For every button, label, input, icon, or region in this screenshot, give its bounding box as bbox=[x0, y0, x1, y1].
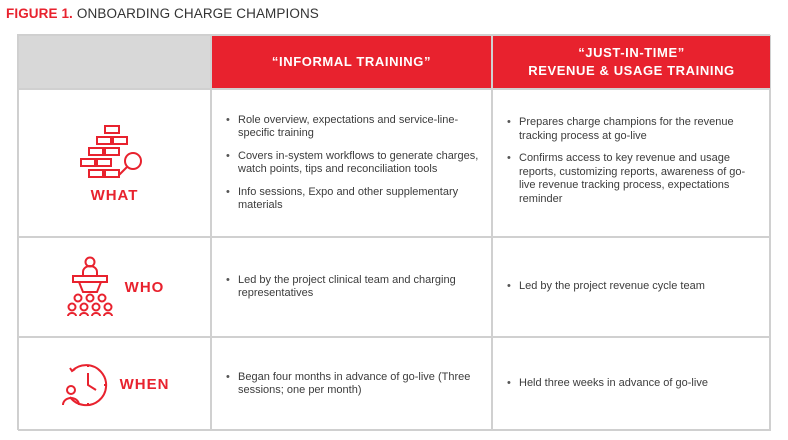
row-label-when: WHEN bbox=[18, 337, 211, 431]
cell-who-jit: Led by the project revenue cycle team bbox=[492, 237, 771, 337]
figure-number: FIGURE 1. bbox=[6, 6, 73, 21]
figure-title: FIGURE 1. ONBOARDING CHARGE CHAMPIONS bbox=[6, 6, 319, 21]
column-header-informal: “INFORMAL TRAINING” bbox=[211, 35, 492, 89]
list-item: Held three weeks in advance of go-live bbox=[507, 377, 758, 391]
row-label-who: WHO bbox=[18, 237, 211, 337]
header-corner bbox=[18, 35, 211, 89]
onboarding-table: “INFORMAL TRAINING” “JUST-IN-TIME” REVEN… bbox=[17, 34, 771, 431]
list-item: Began four months in advance of go-live … bbox=[226, 371, 479, 398]
row-label-when-text: WHEN bbox=[119, 375, 170, 393]
cell-who-informal: Led by the project clinical team and cha… bbox=[211, 237, 492, 337]
cell-what-jit: Prepares charge champions for the revenu… bbox=[492, 89, 771, 237]
list-item: Led by the project revenue cycle team bbox=[507, 280, 758, 294]
list-item: Covers in-system workflows to generate c… bbox=[226, 150, 479, 177]
row-label-what-text: WHAT bbox=[90, 186, 139, 204]
cell-what-informal: Role overview, expectations and service-… bbox=[211, 89, 492, 237]
row-label-who-text: WHO bbox=[124, 278, 165, 296]
list-item: Confirms access to key revenue and usage… bbox=[507, 152, 758, 206]
presenter-audience-icon bbox=[66, 256, 113, 317]
column-header-informal-line: “INFORMAL TRAINING” bbox=[271, 54, 432, 69]
list-item: Prepares charge champions for the revenu… bbox=[507, 116, 758, 143]
list-item: Role overview, expectations and service-… bbox=[226, 114, 479, 141]
cell-when-jit: Held three weeks in advance of go-live bbox=[492, 337, 771, 431]
column-header-jit: “JUST-IN-TIME” REVENUE & USAGE TRAINING bbox=[492, 35, 771, 89]
clock-person-icon bbox=[61, 364, 107, 407]
list-item: Led by the project clinical team and cha… bbox=[226, 274, 479, 301]
list-item: Info sessions, Expo and other supplement… bbox=[226, 186, 479, 213]
figure-title-text: ONBOARDING CHARGE CHAMPIONS bbox=[76, 6, 319, 21]
column-header-jit-line-2: REVENUE & USAGE TRAINING bbox=[528, 63, 735, 78]
column-header-jit-line-1: “JUST-IN-TIME” bbox=[578, 45, 685, 60]
row-label-what: WHAT bbox=[18, 89, 211, 237]
cell-when-informal: Began four months in advance of go-live … bbox=[211, 337, 492, 431]
flowchart-magnifier-icon bbox=[79, 124, 142, 178]
